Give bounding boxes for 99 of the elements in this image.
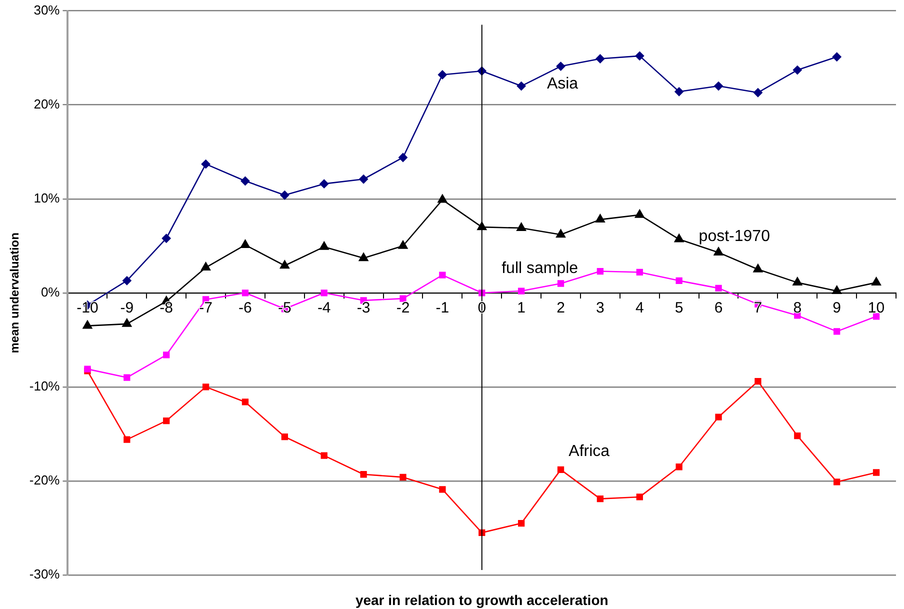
series-label: full sample — [502, 260, 578, 277]
point — [832, 52, 842, 62]
point — [240, 176, 250, 186]
x-tick-label: -7 — [199, 300, 212, 317]
point — [871, 277, 882, 286]
point — [201, 160, 210, 169]
point — [400, 474, 406, 481]
point — [280, 260, 290, 269]
point — [122, 276, 132, 286]
point — [124, 436, 130, 443]
series-label: post-1970 — [698, 228, 770, 245]
point — [398, 152, 408, 162]
point — [358, 252, 368, 262]
point — [595, 214, 606, 223]
point — [319, 241, 329, 250]
y-tick-label: 30% — [34, 2, 60, 18]
x-tick-label: 1 — [517, 300, 526, 317]
point — [676, 277, 682, 284]
point — [715, 284, 722, 292]
x-tick-label: -10 — [76, 300, 98, 317]
y-tick-label: -30% — [29, 566, 60, 582]
point — [400, 295, 406, 302]
point — [634, 209, 644, 218]
point — [792, 66, 802, 75]
x-axis-title: year in relation to growth acceleration — [355, 592, 608, 608]
y-tick-label: -20% — [29, 472, 60, 488]
point — [596, 54, 605, 64]
point — [714, 82, 724, 91]
point — [557, 280, 564, 287]
point — [674, 87, 684, 96]
point — [556, 62, 566, 71]
point — [82, 320, 92, 329]
point — [635, 51, 644, 60]
x-tick-label: 3 — [596, 300, 604, 317]
point — [516, 82, 526, 91]
point — [557, 466, 564, 474]
point — [202, 384, 210, 390]
point — [516, 222, 526, 232]
x-tick-label: -3 — [356, 300, 370, 317]
x-tick-label: 9 — [832, 300, 842, 317]
point — [320, 452, 328, 459]
point — [754, 378, 762, 385]
y-axis-title: mean undervaluation — [8, 232, 22, 354]
point — [320, 179, 329, 188]
point — [398, 240, 408, 249]
point — [676, 464, 682, 470]
x-tick-label: -1 — [436, 300, 450, 317]
x-tick-label: 6 — [714, 300, 723, 317]
point — [794, 432, 801, 440]
point — [832, 286, 842, 294]
point — [122, 318, 132, 327]
y-tick-label: 20% — [34, 96, 60, 112]
point — [834, 328, 840, 335]
point — [714, 246, 724, 256]
y-tick-label: 0% — [40, 284, 60, 300]
x-tick-label: 4 — [635, 300, 644, 317]
point — [124, 374, 130, 381]
point — [438, 70, 447, 80]
x-tick-label: -2 — [396, 300, 410, 317]
point — [320, 290, 328, 296]
y-tick-label: -10% — [29, 378, 60, 394]
x-tick-label: 5 — [674, 300, 684, 317]
x-tick-label: 10 — [868, 300, 885, 317]
point — [438, 194, 448, 203]
y-tick-label: 10% — [34, 190, 60, 206]
point — [281, 433, 288, 440]
point — [360, 471, 367, 478]
point — [242, 398, 249, 406]
point — [753, 264, 763, 272]
point — [556, 229, 566, 238]
series-label: Africa — [568, 443, 610, 460]
point — [518, 520, 525, 527]
point — [242, 290, 249, 296]
point — [240, 239, 250, 248]
point — [162, 234, 171, 243]
point — [163, 417, 170, 424]
point — [872, 313, 880, 320]
x-tick-label: 2 — [556, 300, 565, 317]
point — [834, 478, 840, 486]
point — [792, 277, 802, 286]
point — [596, 496, 604, 502]
point — [439, 486, 446, 493]
point — [439, 272, 446, 278]
point — [200, 262, 211, 271]
point — [163, 352, 170, 358]
x-tick-label: -4 — [317, 300, 331, 317]
point — [280, 190, 290, 200]
x-tick-label: -9 — [120, 300, 134, 317]
point — [636, 268, 643, 276]
point — [518, 288, 525, 294]
point — [715, 414, 722, 420]
point — [674, 234, 684, 242]
x-tick-label: -6 — [238, 300, 252, 317]
point — [636, 494, 643, 500]
point — [872, 469, 880, 476]
point — [753, 88, 762, 98]
series-label: Asia — [546, 76, 578, 93]
point — [359, 174, 368, 184]
point — [596, 268, 604, 275]
